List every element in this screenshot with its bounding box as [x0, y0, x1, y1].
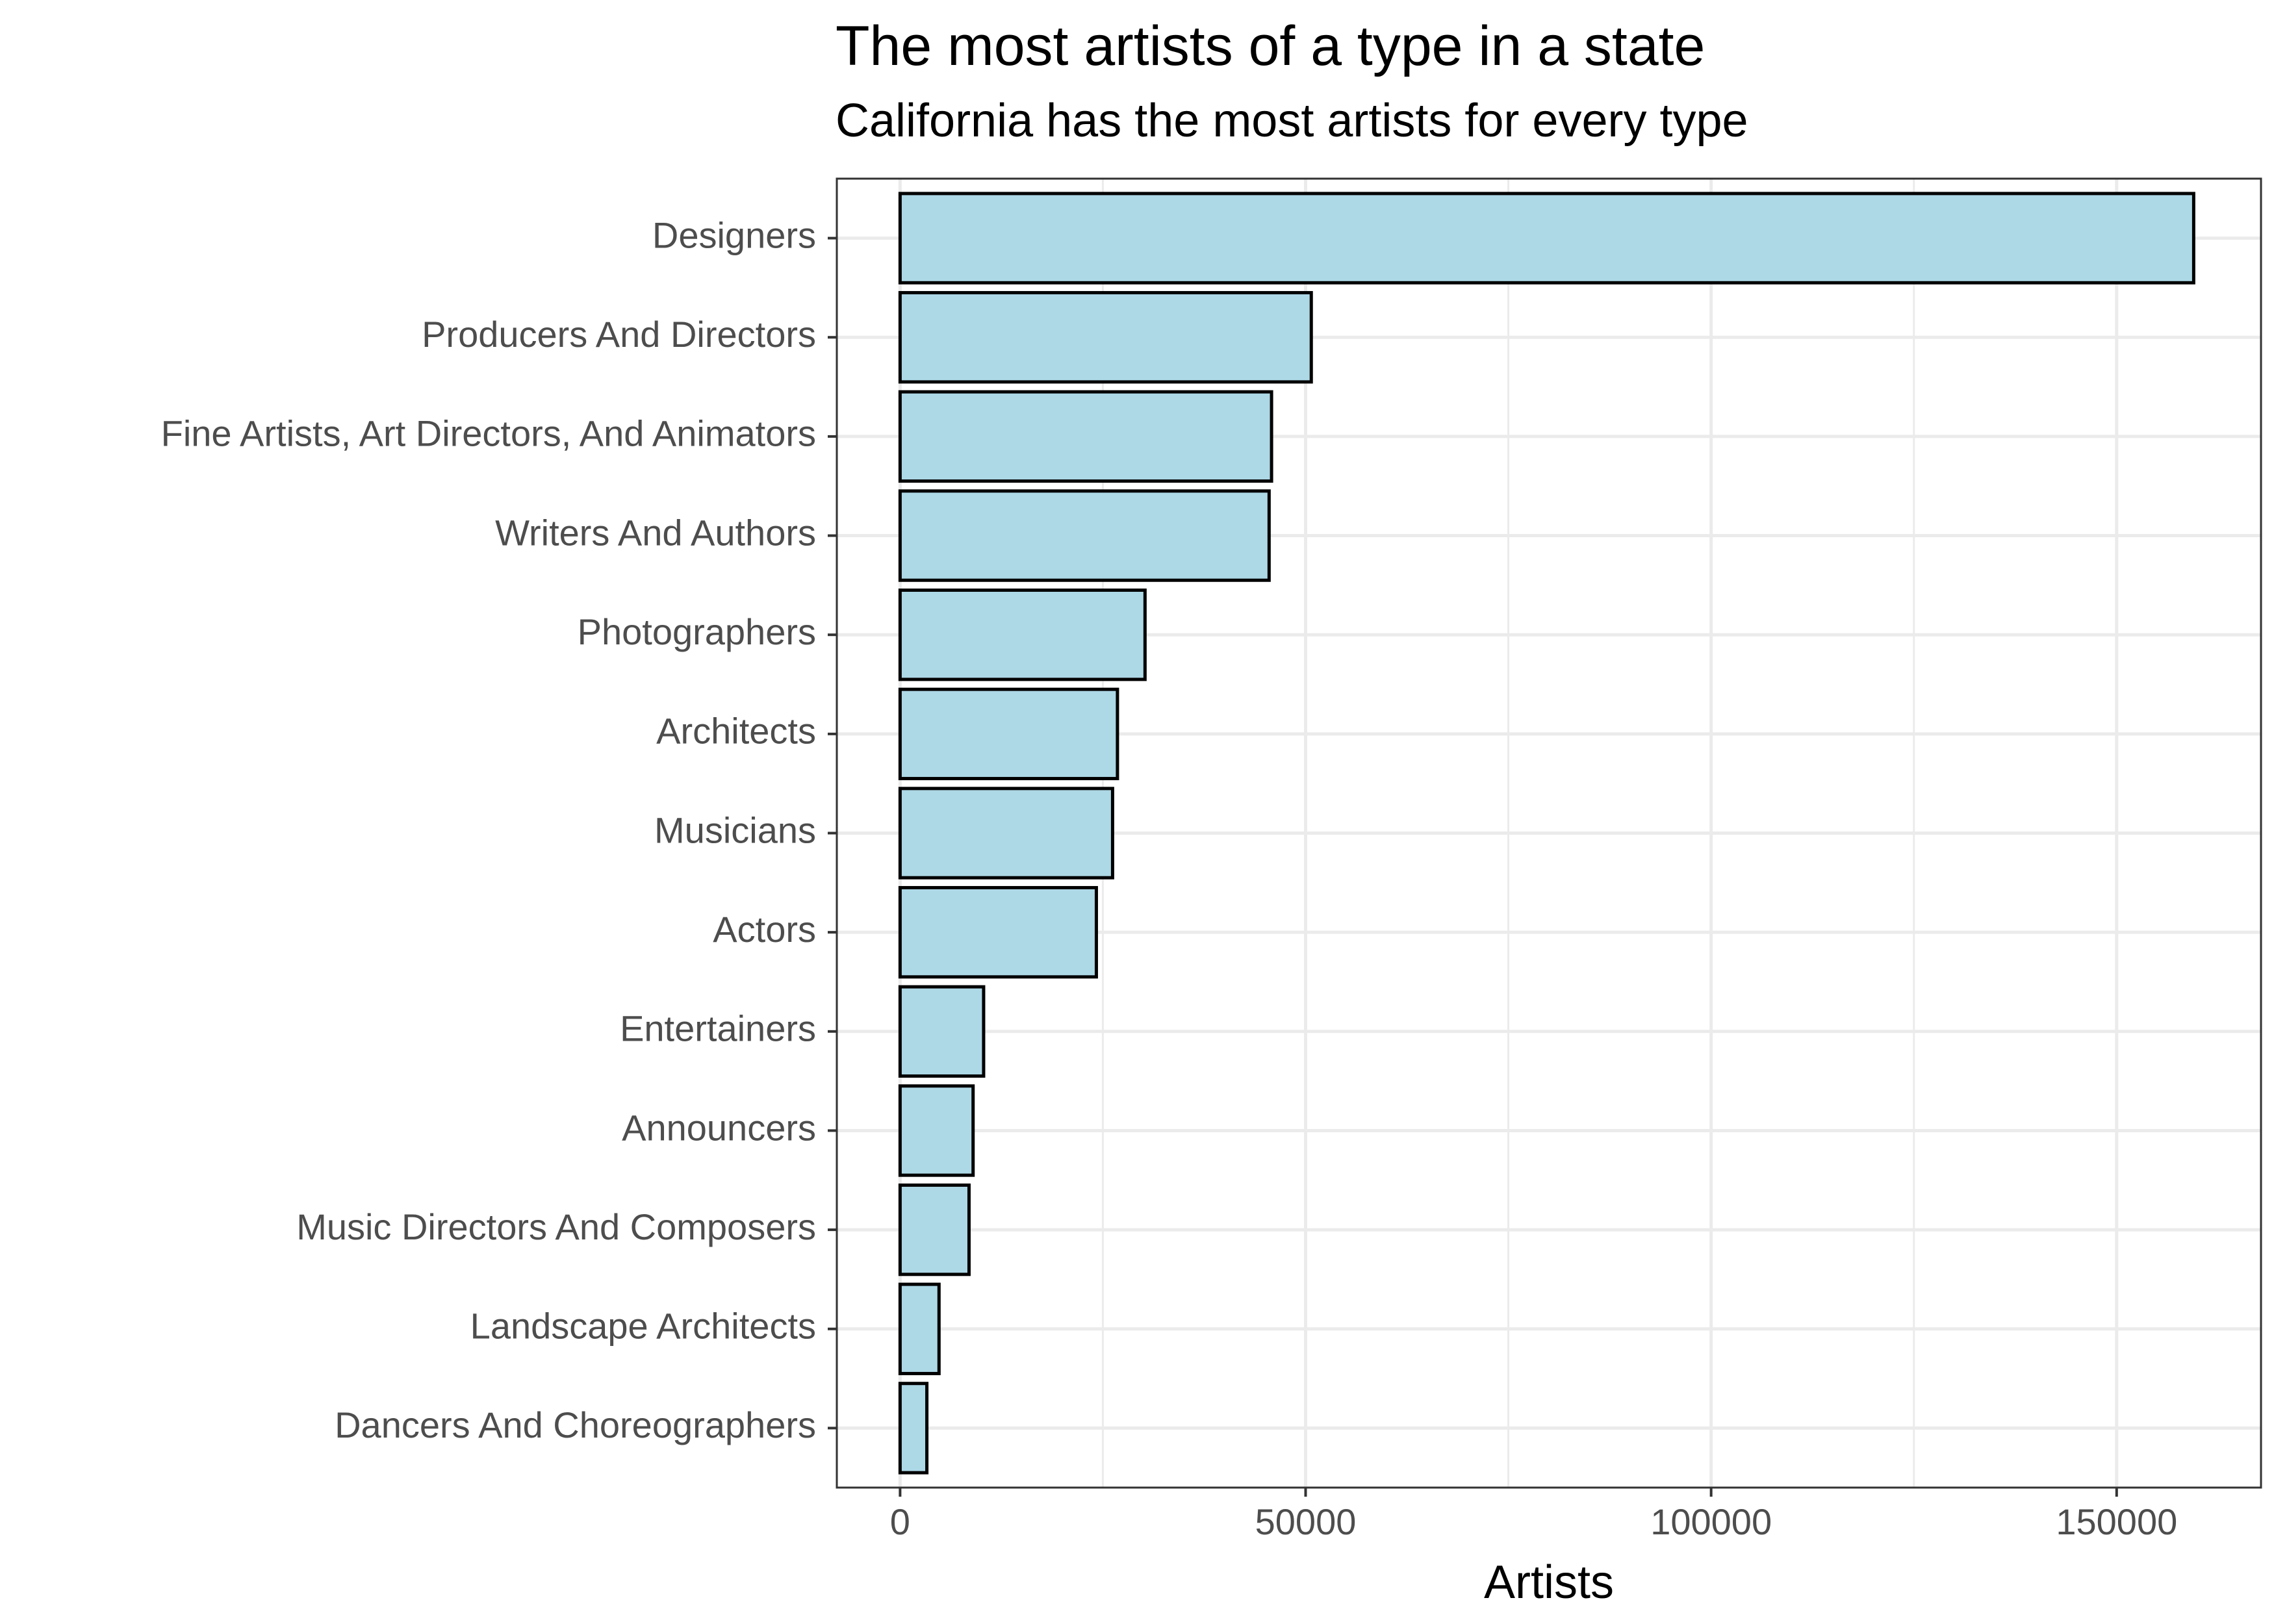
y-tick-label: Producers And Directors	[422, 314, 816, 355]
chart-title: The most artists of a type in a state	[836, 15, 1706, 77]
bar	[898, 1282, 941, 1375]
bar	[898, 291, 1313, 384]
y-tick-label: Announcers	[622, 1107, 816, 1148]
y-tick-label: Musicians	[654, 809, 816, 850]
bar	[898, 985, 986, 1078]
x-axis: 0 50000 100000 150000	[890, 1488, 2177, 1542]
x-tick-label: 100000	[1650, 1501, 1772, 1542]
y-tick-label: Dancers And Choreographers	[335, 1404, 816, 1445]
y-tick-label: Music Directors And Composers	[296, 1206, 816, 1247]
x-tick-label: 150000	[2056, 1501, 2177, 1542]
y-tick-label: Actors	[713, 909, 816, 950]
y-tick-label: Designers	[652, 214, 816, 255]
y-tick-label: Photographers	[578, 611, 816, 652]
x-axis-title: Artists	[1484, 1556, 1614, 1608]
y-tick-label: Writers And Authors	[495, 512, 816, 553]
bar	[898, 589, 1147, 681]
x-tick-label: 50000	[1255, 1501, 1357, 1542]
bar	[898, 489, 1271, 582]
x-tick-label: 0	[890, 1501, 910, 1542]
y-tick-label: Landscape Architects	[470, 1306, 816, 1347]
bar	[898, 192, 2195, 285]
y-tick-label: Architects	[656, 711, 816, 752]
y-tick-label: Entertainers	[620, 1008, 816, 1049]
bar	[898, 390, 1273, 483]
bar	[898, 1084, 975, 1177]
y-axis: Designers Producers And Directors Fine Art…	[161, 214, 837, 1445]
chart-subtitle: California has the most artists for ever…	[836, 95, 1748, 147]
bar	[898, 885, 1098, 979]
bar	[898, 1183, 971, 1276]
y-tick-label: Fine Artists, Art Directors, And Animato…	[161, 413, 816, 454]
bars	[898, 192, 2195, 1475]
bar	[898, 1382, 929, 1475]
bar	[898, 787, 1114, 880]
bar	[898, 687, 1119, 781]
